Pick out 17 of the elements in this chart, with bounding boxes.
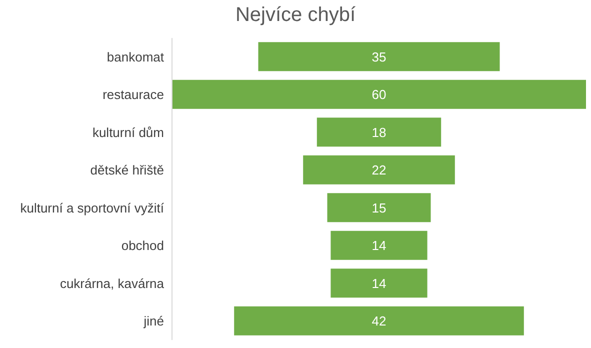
- category-label: obchod: [121, 238, 164, 254]
- category-label: jiné: [142, 314, 164, 329]
- data-label: 14: [372, 276, 386, 291]
- data-label: 42: [372, 314, 386, 329]
- category-label: dětské hřiště: [90, 162, 164, 178]
- data-label: 14: [372, 238, 386, 254]
- category-label: restaurace: [102, 87, 164, 102]
- category-label: kulturní a sportovní vyžití: [20, 200, 164, 216]
- category-label: kulturní dům: [92, 124, 164, 140]
- data-label: 22: [372, 162, 386, 178]
- data-label: 60: [372, 87, 386, 102]
- data-label: 18: [372, 124, 386, 140]
- category-label: bankomat: [106, 49, 164, 64]
- data-label: 35: [372, 49, 386, 64]
- text: Nejvíce chybí: [234, 4, 357, 27]
- data-label: 15: [372, 200, 386, 216]
- category-label: cukrárna, kavárna: [60, 276, 165, 291]
